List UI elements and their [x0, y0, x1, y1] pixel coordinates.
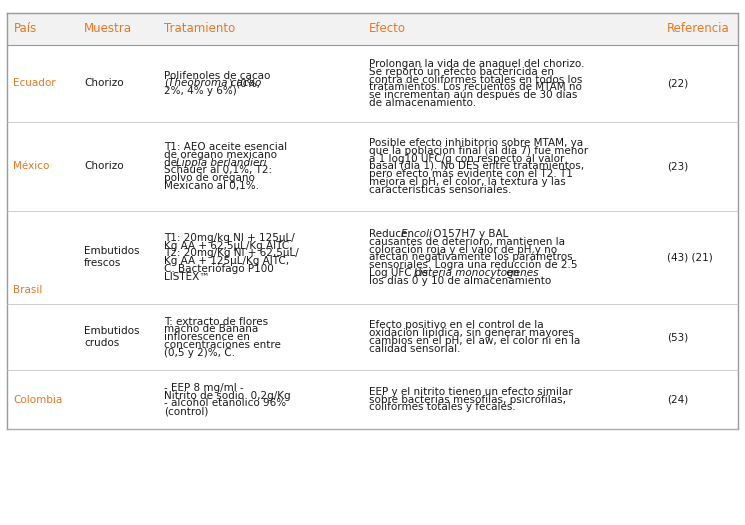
Text: País: País	[13, 23, 37, 35]
Text: Schauer al 0,1%, T2:: Schauer al 0,1%, T2:	[164, 165, 272, 175]
Text: Nitrito de sodio  0,2g/Kg: Nitrito de sodio 0,2g/Kg	[164, 391, 291, 401]
Text: a 1 log10 UFC/g con respecto al valor: a 1 log10 UFC/g con respecto al valor	[369, 154, 564, 164]
Text: (0,5 y 2)%, C.: (0,5 y 2)%, C.	[164, 348, 235, 358]
Text: (control): (control)	[164, 406, 209, 416]
Text: coliformes totales y fecales.: coliformes totales y fecales.	[369, 402, 516, 412]
Text: causantes de deterioro, mantienen la: causantes de deterioro, mantienen la	[369, 237, 565, 247]
Text: Mexicano al 0,1%.: Mexicano al 0,1%.	[164, 181, 259, 191]
Text: de: de	[164, 158, 180, 167]
Text: - EEP 8 mg/ml -: - EEP 8 mg/ml -	[164, 383, 244, 393]
Text: T1: 20mg/kg NI + 125μL/: T1: 20mg/kg NI + 125μL/	[164, 233, 295, 243]
Text: los días 0 y 10 de almacenamiento: los días 0 y 10 de almacenamiento	[369, 275, 551, 286]
Text: basal (día 1). No DES entre tratamientos,: basal (día 1). No DES entre tratamientos…	[369, 161, 584, 172]
Text: - alcohol etanólico 96%: - alcohol etanólico 96%	[164, 398, 286, 408]
Text: de almacenamiento.: de almacenamiento.	[369, 98, 476, 108]
Text: afectan negativamente los parámetros: afectan negativamente los parámetros	[369, 252, 572, 262]
Text: Posible efecto inhibitorio sobre MTAM, ya: Posible efecto inhibitorio sobre MTAM, y…	[369, 138, 583, 148]
Text: Embutidos
crudos: Embutidos crudos	[84, 326, 139, 348]
Text: C. Bacteriófago P100: C. Bacteriófago P100	[164, 264, 273, 274]
Text: Chorizo: Chorizo	[84, 78, 124, 89]
Text: Chorizo: Chorizo	[84, 161, 124, 172]
Text: contra de coliformes totales en todos los: contra de coliformes totales en todos lo…	[369, 75, 582, 85]
Text: LISTEX™: LISTEX™	[164, 271, 209, 282]
Text: concentraciones entre: concentraciones entre	[164, 340, 281, 350]
Text: sensoriales. Logra una reducción de 2.5: sensoriales. Logra una reducción de 2.5	[369, 260, 577, 270]
Text: inflorescence en: inflorescence en	[164, 332, 250, 342]
Text: Efecto: Efecto	[369, 23, 406, 35]
Bar	[7, 13, 738, 45]
Text: Kg AA + 125μL/Kg AITC,: Kg AA + 125μL/Kg AITC,	[164, 256, 289, 266]
Text: T: extracto de flores: T: extracto de flores	[164, 317, 268, 327]
Text: (24): (24)	[667, 394, 688, 405]
Text: mejora el pH, el color, la textura y las: mejora el pH, el color, la textura y las	[369, 177, 565, 187]
Text: Referencia: Referencia	[667, 23, 729, 35]
Text: (22): (22)	[667, 78, 688, 89]
Text: Efecto positivo en el control de la: Efecto positivo en el control de la	[369, 320, 543, 330]
Text: 2%, 4% y 6%): 2%, 4% y 6%)	[164, 86, 237, 96]
Text: T2: 20mg/Kg NI + 62,5μL/: T2: 20mg/Kg NI + 62,5μL/	[164, 248, 299, 258]
Text: Prolongan la vida de anaquel del chorizo.: Prolongan la vida de anaquel del chorizo…	[369, 59, 584, 69]
Text: Theobroma cacao: Theobroma cacao	[168, 78, 261, 89]
Text: Lippia berlandieri: Lippia berlandieri	[176, 158, 267, 167]
Text: de orégano mexicano: de orégano mexicano	[164, 150, 277, 160]
Text: Reducen: Reducen	[369, 229, 417, 239]
Text: en: en	[504, 268, 519, 278]
Text: oxidación lipídica, sin generar mayores: oxidación lipídica, sin generar mayores	[369, 328, 574, 339]
Text: Log UFC de: Log UFC de	[369, 268, 431, 278]
Text: pero efecto más evidente con el T2. T1: pero efecto más evidente con el T2. T1	[369, 169, 573, 180]
Text: T1: AEO aceite esencial: T1: AEO aceite esencial	[164, 142, 287, 152]
Text: México: México	[13, 161, 50, 172]
Text: (: (	[164, 78, 168, 89]
Text: ) (0%,: ) (0%,	[229, 78, 260, 89]
Text: polvo de orégano: polvo de orégano	[164, 173, 255, 183]
Text: (43) (21): (43) (21)	[667, 252, 712, 262]
Text: calidad sensorial.: calidad sensorial.	[369, 344, 460, 354]
Text: cambios en el pH, el aw, el color ni en la: cambios en el pH, el aw, el color ni en …	[369, 336, 580, 346]
Text: Kg AA + 62,5μL/Kg AITC,: Kg AA + 62,5μL/Kg AITC,	[164, 240, 292, 250]
Text: Brasil: Brasil	[13, 285, 42, 296]
Text: E. coli: E. coli	[402, 229, 432, 239]
Text: Polifenoles de cacao: Polifenoles de cacao	[164, 71, 270, 81]
Text: Listeria monocytogenes: Listeria monocytogenes	[413, 268, 538, 278]
Text: (53): (53)	[667, 332, 688, 342]
Text: Colombia: Colombia	[13, 394, 63, 405]
Text: Muestra: Muestra	[84, 23, 132, 35]
Text: Ecuador: Ecuador	[13, 78, 56, 89]
Text: Se reportó un efecto bactericida en: Se reportó un efecto bactericida en	[369, 67, 554, 77]
Text: EEP y el nitrito tienen un efecto similar: EEP y el nitrito tienen un efecto simila…	[369, 387, 572, 397]
Text: coloración roja y el valor de pH y no: coloración roja y el valor de pH y no	[369, 244, 557, 255]
Text: se incrementan aún después de 30 días: se incrementan aún después de 30 días	[369, 90, 577, 100]
Text: O157H7 y BAL: O157H7 y BAL	[430, 229, 508, 239]
Text: (23): (23)	[667, 161, 688, 172]
Text: Embutidos
frescos: Embutidos frescos	[84, 246, 139, 268]
Text: que la población final (al día 7) fue menor: que la población final (al día 7) fue me…	[369, 145, 588, 156]
Text: macho de Banana: macho de Banana	[164, 324, 259, 334]
Text: tratamientos. Los recuentos de MTAM no: tratamientos. Los recuentos de MTAM no	[369, 82, 582, 92]
Bar	[7, 13, 738, 429]
Text: sobre bacterias mesófilas, psicrófilas,: sobre bacterias mesófilas, psicrófilas,	[369, 394, 565, 405]
Text: Tratamiento: Tratamiento	[164, 23, 235, 35]
Text: características sensoriales.: características sensoriales.	[369, 185, 511, 195]
